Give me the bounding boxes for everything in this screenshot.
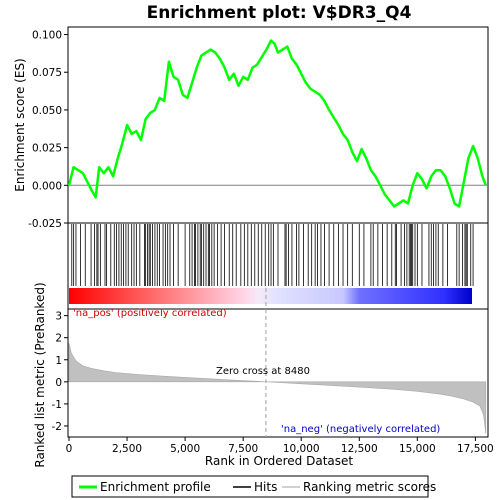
metric-y-tick-label: -2 (52, 421, 62, 433)
x-tick-label: 7,500 (228, 443, 258, 455)
legend-label-hits: Hits (254, 480, 277, 494)
rank-color-bar (69, 288, 472, 304)
es-y-tick-label: -0.025 (28, 218, 62, 230)
metric-y-tick-label: 1 (55, 355, 62, 367)
es-y-axis: 0.100 0.075 0.050 0.025 0.000 -0.025 (28, 30, 68, 230)
ranking-metric-area (68, 288, 487, 437)
es-panel (67, 26, 489, 224)
x-axis-label: Rank in Ordered Dataset (205, 454, 353, 468)
es-y-tick-label: 0.100 (32, 30, 62, 42)
x-tick-label: 0 (66, 443, 73, 455)
metric-y-tick-label: 2 (55, 333, 62, 345)
x-tick-label: 2,500 (112, 443, 142, 455)
chart-title: Enrichment plot: V$DR3_Q4 (147, 3, 412, 23)
x-tick-label: 17,500 (457, 443, 494, 455)
x-axis: 0 2,500 5,000 7,500 10,000 12,500 15,000 17,500 (66, 437, 494, 455)
metric-y-axis: 3 2 1 0 -1 -2 (52, 311, 68, 433)
hits-layer (71, 224, 474, 286)
es-y-tick-label: 0.050 (32, 105, 62, 117)
enrichment-profile (67, 39, 487, 208)
ranking-metric-fill (68, 343, 487, 434)
metric-y-label: Ranked list metric (PreRanked) (33, 282, 47, 467)
enrichment-profile-line (67, 39, 487, 208)
es-y-label: Enrichment score (ES) (13, 58, 27, 191)
x-tick-label: 5,000 (170, 443, 200, 455)
metric-y-tick-label: -1 (52, 399, 62, 411)
es-y-tick-label: 0.000 (32, 180, 62, 192)
legend: Enrichment profile Hits Ranking metric s… (71, 475, 436, 498)
legend-label-enrichment: Enrichment profile (100, 480, 211, 494)
pos-label: 'na_pos' (positively correlated) (73, 308, 227, 319)
es-y-tick-label: 0.075 (32, 67, 62, 79)
x-tick-label: 10,000 (283, 443, 320, 455)
neg-label: 'na_neg' (negatively correlated) (281, 424, 440, 435)
x-tick-label: 12,500 (341, 443, 378, 455)
metric-y-tick-label: 3 (55, 311, 62, 323)
legend-label-metric: Ranking metric scores (303, 480, 436, 494)
metric-panel (67, 308, 489, 438)
metric-y-tick-label: 0 (55, 377, 62, 389)
zero-cross-label: Zero cross at 8480 (216, 366, 310, 377)
es-y-tick-label: 0.025 (32, 143, 62, 155)
x-tick-label: 15,000 (399, 443, 436, 455)
